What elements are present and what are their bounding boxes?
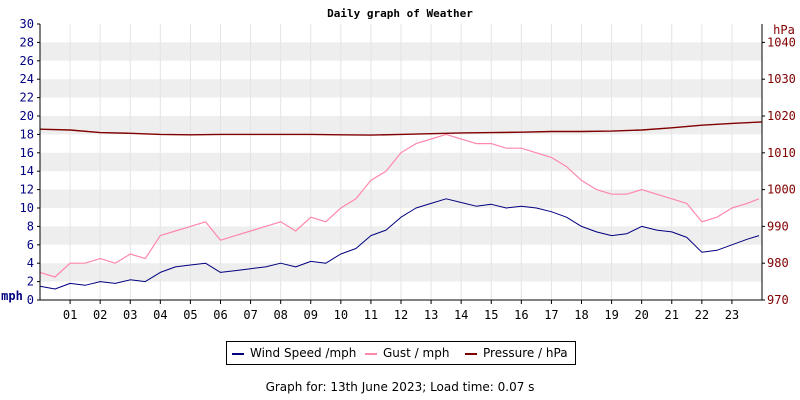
wind-series	[39, 198, 760, 290]
y-left-tick-label: 20	[20, 109, 34, 123]
y-left-tick-label: 26	[20, 54, 34, 68]
y-left-tick-label: 30	[20, 17, 34, 31]
y-left-tick-label: 14	[20, 164, 34, 178]
vertical-gridlines	[69, 24, 733, 300]
x-tick-label: 10	[334, 308, 348, 322]
legend-item-wind: Wind Speed /mph	[232, 346, 356, 360]
pressure-series	[39, 121, 763, 136]
y-left-tick-label: 22	[20, 91, 34, 105]
x-tick-label: 09	[304, 308, 318, 322]
y-left-unit-label: mph	[1, 289, 23, 303]
y-right-tick-label: 980	[767, 256, 789, 270]
legend-label-gust: Gust / mph	[383, 346, 450, 360]
x-tick-label: 07	[243, 308, 257, 322]
y-right-unit-label: hPa	[773, 23, 795, 37]
x-tick-label: 21	[665, 308, 679, 322]
y-right-tick-label: 1000	[767, 183, 796, 197]
y-left-tick-label: 8	[27, 219, 34, 233]
x-tick-label: 08	[273, 308, 287, 322]
legend-swatch-pressure	[465, 352, 477, 355]
x-tick-label: 22	[695, 308, 709, 322]
legend-item-gust: Gust / mph	[365, 346, 449, 360]
x-tick-label: 01	[63, 308, 77, 322]
y-right-tick-label: 1030	[767, 72, 796, 86]
y-axis-right-ticks: 970 980 990 1000 1010 1020 1030 1040	[762, 35, 796, 307]
x-tick-label: 15	[484, 308, 498, 322]
x-tick-label: 04	[153, 308, 167, 322]
y-right-tick-label: 1040	[767, 35, 796, 49]
x-tick-label: 14	[454, 308, 468, 322]
footer-text: Graph for: 13th June 2023; Load time: 0.…	[265, 380, 535, 394]
y-right-tick-label: 990	[767, 219, 789, 233]
x-tick-label: 20	[634, 308, 648, 322]
x-axis-ticks: 01 02 03 04 05 06 07 08 09 10 11 12 13 14 15 16 17 18 19 20…	[63, 300, 739, 322]
y-left-tick-label: 10	[20, 201, 34, 215]
x-tick-label: 02	[93, 308, 107, 322]
x-tick-label: 16	[514, 308, 528, 322]
x-tick-label: 06	[213, 308, 227, 322]
y-right-tick-label: 1020	[767, 109, 796, 123]
y-left-tick-label: 12	[20, 183, 34, 197]
x-tick-label: 05	[183, 308, 197, 322]
y-left-tick-label: 24	[20, 72, 34, 86]
legend-label-pressure: Pressure / hPa	[483, 346, 568, 360]
y-right-tick-label: 1010	[767, 146, 796, 160]
y-left-tick-label: 2	[27, 275, 34, 289]
x-tick-label: 17	[544, 308, 558, 322]
y-right-tick-label: 970	[767, 293, 789, 307]
legend-label-wind: Wind Speed /mph	[250, 346, 357, 360]
chart-title: Daily graph of Weather	[327, 7, 473, 20]
gust-line	[39, 133, 760, 278]
y-left-tick-label: 0	[27, 293, 34, 307]
x-tick-label: 12	[394, 308, 408, 322]
x-tick-label: 03	[123, 308, 137, 322]
x-tick-label: 11	[364, 308, 378, 322]
pressure-line	[39, 121, 763, 136]
x-tick-label: 18	[574, 308, 588, 322]
y-left-tick-label: 18	[20, 127, 34, 141]
legend-swatch-gust	[365, 352, 377, 355]
gust-series	[39, 133, 760, 278]
wind-speed-line	[39, 198, 760, 290]
y-left-tick-label: 28	[20, 35, 34, 49]
legend-swatch-wind	[232, 352, 244, 355]
legend-item-pressure: Pressure / hPa	[465, 346, 568, 360]
legend: Wind Speed /mph Gust / mph Pressure / hP…	[226, 341, 576, 365]
x-tick-label: 13	[424, 308, 438, 322]
x-tick-label: 19	[604, 308, 618, 322]
y-left-tick-label: 4	[27, 256, 34, 270]
x-tick-label: 23	[725, 308, 739, 322]
y-left-tick-label: 6	[27, 238, 34, 252]
y-left-tick-label: 16	[20, 146, 34, 160]
